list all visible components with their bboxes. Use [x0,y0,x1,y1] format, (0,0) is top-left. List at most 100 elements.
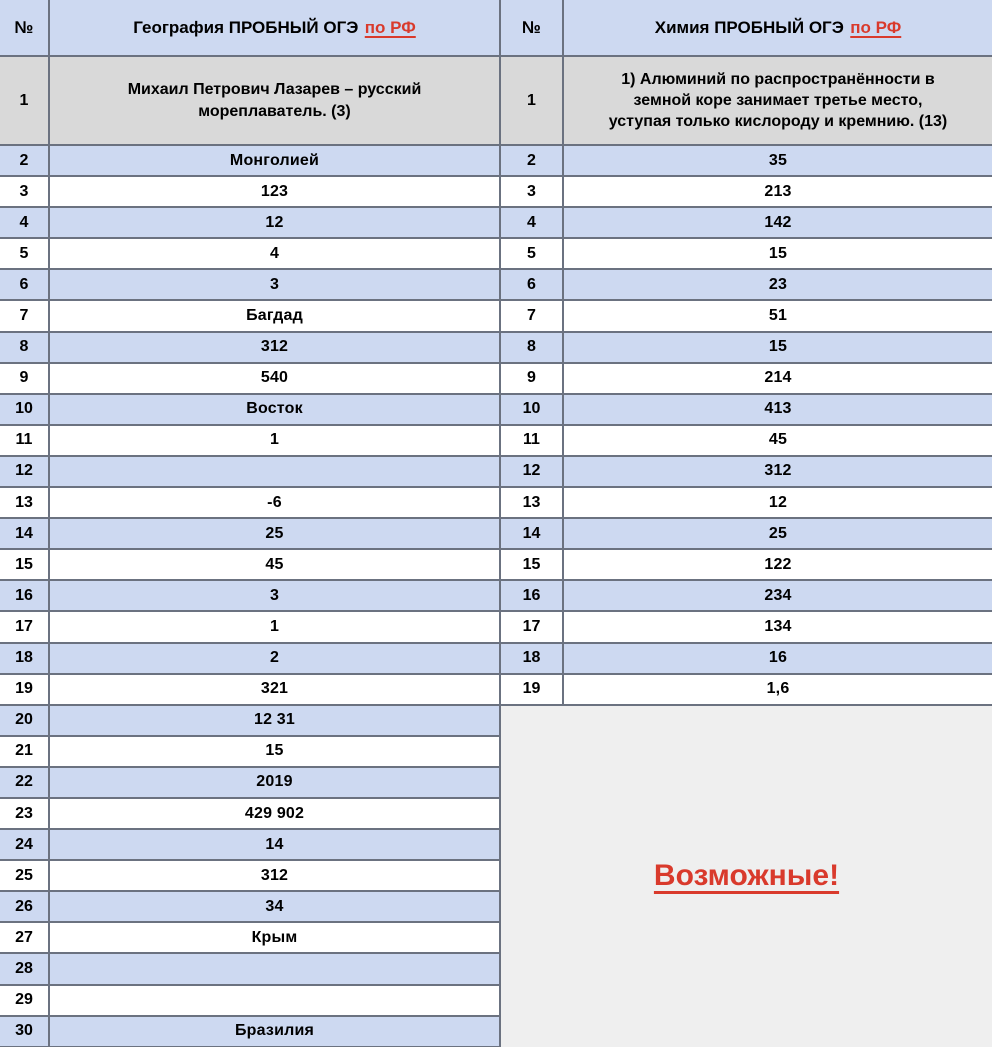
row-number: 3 [0,177,50,207]
table-row: 28 [0,954,501,986]
row-number: 24 [0,830,50,860]
row-number: 19 [501,674,564,704]
row-answer: 12 [768,493,788,511]
table-row: 27 Крым [0,923,501,955]
table-row: 15 45 [0,550,501,582]
table-row: 16 3 [0,581,501,613]
row-answer: 540 [50,363,501,393]
row-answer: 15 [768,244,788,262]
table-row: 16 234 [501,581,992,613]
table-row: 13 12 [501,488,992,520]
row-number: 17 [501,612,564,642]
row-answer: 4 [50,239,501,269]
table-row: 14 25 [501,519,992,551]
chemistry-question1-text: 1) Алюминий по распространённости в земн… [608,70,948,131]
table-row: 18 2 [0,643,501,675]
row-answer: 3 [50,581,501,611]
table-row: 26 34 [0,892,501,924]
table-row: 19 1,6 [501,674,992,706]
table-row: 3 123 [0,177,501,209]
row-number: 13 [501,488,564,518]
table-row: 17 134 [501,612,992,644]
row-answer: 123 [50,177,501,207]
row-number: 15 [0,550,50,580]
row-number: 5 [501,239,564,269]
row-answer: 15 [768,338,788,356]
row-answer: 3 [50,270,501,300]
chemistry-title-text: Химия ПРОБНЫЙ ОГЭ [654,17,844,37]
geography-rf-link[interactable]: по РФ [364,17,416,37]
row-answer: 142 [764,213,792,231]
row-answer [50,985,501,1015]
possible-answers-note: Возможные! [653,859,840,893]
row-number: 2 [501,146,564,176]
row-answer: 2019 [50,767,501,797]
row-answer: 34 [50,892,501,922]
row-answer: Восток [50,394,501,424]
row-answer: 214 [764,369,792,387]
geography-table-title: География ПРОБНЫЙ ОГЭ по РФ [50,0,501,55]
chemistry-rf-link[interactable]: по РФ [850,17,902,37]
row-number: 10 [0,394,50,424]
row-answer: 15 [50,736,501,766]
table-row: 6 23 [501,270,992,302]
row-number: 14 [501,519,564,549]
table-row: 6 3 [0,270,501,302]
row-number: 18 [501,643,564,673]
row-answer: 1 [50,612,501,642]
table-row: 25 312 [0,861,501,893]
table-row: 10 413 [501,394,992,426]
row-answer: -6 [50,488,501,518]
row-number: 30 [0,1016,50,1046]
row-number: 9 [0,363,50,393]
row-answer: 321 [50,674,501,704]
row-answer: 45 [768,431,788,449]
chemistry-number-column-header: № [501,0,564,55]
row-answer: Багдад [50,301,501,331]
table-row: 17 1 [0,612,501,644]
table-row: 12 312 [501,456,992,489]
row-answer: 45 [50,550,501,580]
row-number: 2 [0,146,50,176]
row-number: 22 [0,767,50,797]
table-row: 11 45 [501,425,992,457]
row-number: 9 [501,363,564,393]
geography-table: № География ПРОБНЫЙ ОГЭ по РФ 1 Михаил П… [0,0,501,1047]
row-number: 15 [501,550,564,580]
row-number: 25 [0,861,50,891]
row-number: 23 [0,798,50,829]
row-number: 4 [501,208,564,238]
row-answer: 1,6 [766,680,790,698]
row-number: 16 [501,581,564,611]
chemistry-header-row: № Химия ПРОБНЫЙ ОГЭ по РФ [501,0,992,57]
row-answer: 51 [768,307,788,325]
row-answer: 1 [50,425,501,455]
row-answer: 14 [50,830,501,860]
table-row: 11 1 [0,425,501,457]
table-row: 9 540 [0,363,501,395]
table-row: 22 2019 [0,767,501,799]
table-row: 21 15 [0,736,501,768]
row-number: 19 [0,674,50,704]
row-number: 28 [0,954,50,984]
row-answer: 312 [764,462,792,480]
table-row: 5 4 [0,239,501,271]
possible-answers-panel: Возможные! [501,705,992,1047]
row-number: 1 [501,57,564,144]
chemistry-question1-row: 1 1) Алюминий по распространённости в зе… [501,57,992,146]
chemistry-table-title: Химия ПРОБНЫЙ ОГЭ по РФ [564,0,992,55]
row-answer: 213 [764,182,792,200]
row-number: 16 [0,581,50,611]
geography-question1-text: Михаил Петрович Лазарев – русский морепл… [50,57,501,144]
row-number: 12 [0,456,50,487]
row-number: 14 [0,519,50,549]
row-number: 27 [0,923,50,953]
table-row: 8 312 [0,332,501,364]
row-answer: 23 [768,275,788,293]
row-number: 29 [0,985,50,1015]
row-number: 4 [0,208,50,238]
row-number: 10 [501,394,564,424]
table-row: 3 213 [501,177,992,209]
row-number: 8 [0,332,50,362]
row-answer [50,456,501,487]
